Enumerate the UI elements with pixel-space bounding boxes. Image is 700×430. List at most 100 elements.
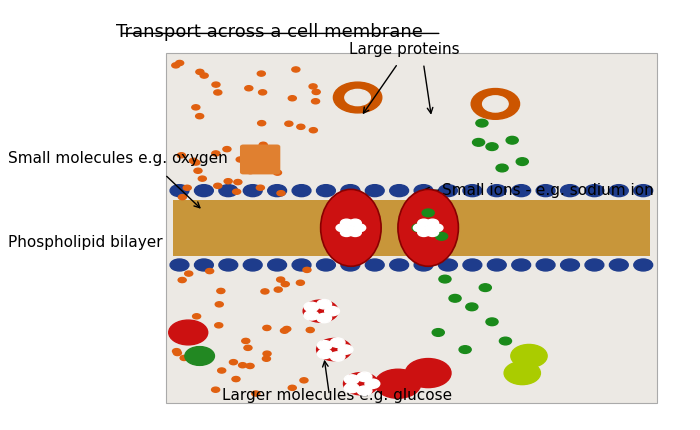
Circle shape xyxy=(390,259,409,271)
Circle shape xyxy=(536,184,555,197)
Circle shape xyxy=(174,350,181,356)
Circle shape xyxy=(487,259,506,271)
Circle shape xyxy=(274,287,282,292)
Circle shape xyxy=(344,373,379,395)
Circle shape xyxy=(365,379,380,388)
Circle shape xyxy=(471,89,519,119)
Circle shape xyxy=(288,96,296,101)
Circle shape xyxy=(345,89,370,106)
Circle shape xyxy=(244,184,262,197)
Circle shape xyxy=(214,90,222,95)
Circle shape xyxy=(169,320,208,345)
Circle shape xyxy=(285,121,293,126)
Circle shape xyxy=(288,385,296,390)
Circle shape xyxy=(230,359,237,365)
Circle shape xyxy=(180,355,188,360)
Circle shape xyxy=(340,219,353,227)
Circle shape xyxy=(354,224,365,232)
Circle shape xyxy=(312,99,320,104)
Circle shape xyxy=(192,160,200,165)
Circle shape xyxy=(412,224,424,232)
Circle shape xyxy=(224,178,232,184)
Circle shape xyxy=(309,84,317,89)
Circle shape xyxy=(193,314,201,319)
Circle shape xyxy=(198,176,206,181)
Circle shape xyxy=(170,184,189,197)
Circle shape xyxy=(561,259,580,271)
Circle shape xyxy=(195,114,204,119)
Circle shape xyxy=(244,259,262,271)
Circle shape xyxy=(317,349,332,359)
Circle shape xyxy=(317,313,332,323)
Circle shape xyxy=(244,345,252,350)
Circle shape xyxy=(300,378,308,383)
Circle shape xyxy=(297,124,305,129)
Circle shape xyxy=(194,168,202,173)
Circle shape xyxy=(473,138,484,146)
Circle shape xyxy=(176,61,183,65)
Circle shape xyxy=(585,184,604,197)
Circle shape xyxy=(496,164,508,172)
Circle shape xyxy=(341,259,360,271)
Circle shape xyxy=(263,351,271,356)
Circle shape xyxy=(281,328,288,333)
Circle shape xyxy=(506,136,518,144)
Circle shape xyxy=(426,229,439,237)
Circle shape xyxy=(304,302,318,312)
Circle shape xyxy=(610,184,628,197)
Circle shape xyxy=(634,184,652,197)
Circle shape xyxy=(283,326,290,332)
Circle shape xyxy=(172,349,181,354)
Circle shape xyxy=(414,184,433,197)
Circle shape xyxy=(634,259,652,271)
Circle shape xyxy=(217,289,225,294)
Circle shape xyxy=(186,337,195,342)
Circle shape xyxy=(365,184,384,197)
Circle shape xyxy=(346,225,355,230)
Circle shape xyxy=(439,275,451,283)
Bar xyxy=(173,200,650,255)
Circle shape xyxy=(195,184,214,197)
Circle shape xyxy=(241,338,250,344)
Circle shape xyxy=(536,259,555,271)
Circle shape xyxy=(262,356,270,361)
Circle shape xyxy=(256,185,265,190)
Circle shape xyxy=(200,73,208,78)
Circle shape xyxy=(214,183,222,188)
Circle shape xyxy=(459,346,471,353)
Circle shape xyxy=(183,185,191,190)
Circle shape xyxy=(219,184,238,197)
Circle shape xyxy=(172,63,180,68)
Circle shape xyxy=(215,323,223,328)
Ellipse shape xyxy=(321,189,381,266)
Circle shape xyxy=(340,229,353,237)
Circle shape xyxy=(418,229,430,237)
Circle shape xyxy=(292,67,300,72)
Circle shape xyxy=(516,158,528,166)
Circle shape xyxy=(270,146,278,151)
Circle shape xyxy=(487,184,506,197)
Circle shape xyxy=(178,277,186,283)
Circle shape xyxy=(357,372,372,381)
Circle shape xyxy=(480,284,491,292)
Circle shape xyxy=(344,375,359,384)
Circle shape xyxy=(512,259,531,271)
Circle shape xyxy=(267,184,286,197)
Circle shape xyxy=(303,300,338,322)
Circle shape xyxy=(212,82,220,87)
Circle shape xyxy=(262,326,271,331)
Circle shape xyxy=(239,362,246,368)
Circle shape xyxy=(463,184,482,197)
Circle shape xyxy=(177,153,186,158)
Circle shape xyxy=(357,386,372,395)
Circle shape xyxy=(316,184,335,197)
Circle shape xyxy=(296,280,304,285)
Circle shape xyxy=(202,353,211,359)
Circle shape xyxy=(215,302,223,307)
Circle shape xyxy=(316,259,335,271)
Text: Small ions - e.g. sodium ion: Small ions - e.g. sodium ion xyxy=(442,183,654,198)
Circle shape xyxy=(304,311,318,320)
Circle shape xyxy=(349,229,361,237)
Circle shape xyxy=(223,147,231,152)
Circle shape xyxy=(511,344,547,368)
